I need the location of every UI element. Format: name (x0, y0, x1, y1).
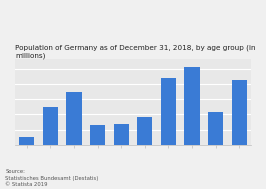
Text: Population of Germany as of December 31, 2018, by age group (in millions): Population of Germany as of December 31,… (15, 45, 256, 59)
Bar (114, 123, 129, 145)
Bar (231, 80, 247, 145)
Bar (137, 117, 152, 145)
Text: Source:
Statistisches Bundesamt (Destatis)
© Statista 2019: Source: Statistisches Bundesamt (Destati… (5, 169, 99, 187)
Bar (19, 137, 35, 145)
Bar (208, 112, 223, 145)
Bar (161, 78, 176, 145)
Bar (43, 107, 58, 145)
Bar (90, 125, 105, 145)
Bar (66, 92, 82, 145)
Bar (184, 67, 200, 145)
